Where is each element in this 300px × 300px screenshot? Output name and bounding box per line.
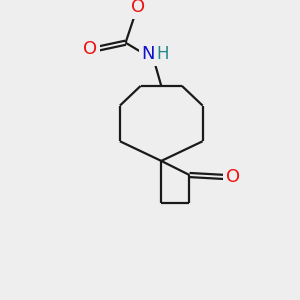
Text: O: O xyxy=(131,0,145,16)
Text: N: N xyxy=(141,45,155,63)
Text: O: O xyxy=(226,168,240,186)
Text: O: O xyxy=(83,40,97,58)
Text: H: H xyxy=(156,45,169,63)
